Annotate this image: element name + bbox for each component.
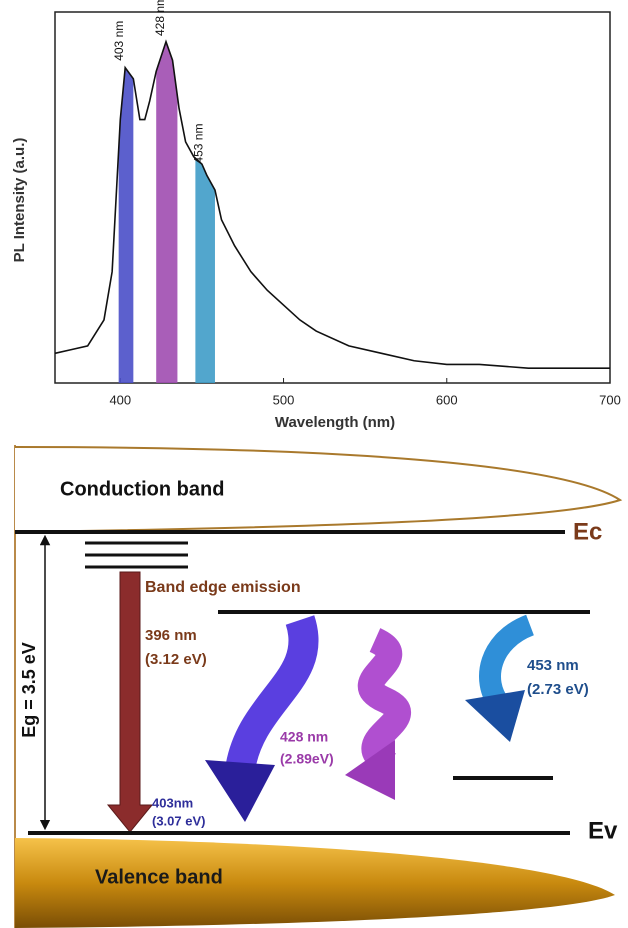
conduction-band-label: Conduction band <box>60 478 224 500</box>
conduction-band-shape <box>14 446 623 533</box>
x-tick-label: 400 <box>109 392 131 407</box>
valence-band-shape <box>15 838 615 928</box>
emission-nm: 428 nm <box>280 729 328 745</box>
arrow-head <box>345 740 395 800</box>
emission-band <box>195 158 215 383</box>
band-label: 403 nm <box>112 21 126 61</box>
x-axis-label: Wavelength (nm) <box>275 414 395 431</box>
chart: 400 500 600 700 403 nm 428 nm 453 nm <box>54 0 621 407</box>
emission-ev: (3.12 eV) <box>145 651 207 668</box>
arrow-head <box>465 690 525 742</box>
band-label: 428 nm <box>153 0 167 36</box>
arrow-head <box>205 760 275 822</box>
emission-ev: (3.07 eV) <box>152 813 205 828</box>
band-edge-arrow <box>106 571 154 833</box>
emission-band <box>156 43 178 383</box>
emission-nm: 403nm <box>152 795 193 810</box>
emission-ev: (2.89eV) <box>280 751 334 767</box>
band-label: 453 nm <box>191 124 205 164</box>
ev-label: Ev <box>588 817 618 844</box>
emission-arrow <box>225 615 319 773</box>
plot-frame <box>54 11 611 384</box>
x-tick-label: 600 <box>436 392 458 407</box>
emission-band <box>118 68 134 383</box>
emission-ev: (2.73 eV) <box>527 681 589 698</box>
emission-nm: 453 nm <box>527 657 579 674</box>
emission-arrow <box>357 628 411 777</box>
emission-nm: 396 nm <box>145 627 197 644</box>
line <box>54 39 610 369</box>
band-diagram: Conduction band Ec Eg = 3.5 eV Band edge… <box>14 445 623 928</box>
x-tick-label: 700 <box>599 392 621 407</box>
valence-band-label: Valence band <box>95 866 223 888</box>
x-tick-label: 500 <box>273 392 295 407</box>
eg-label: Eg = 3.5 eV <box>19 642 39 738</box>
ec-label: Ec <box>573 518 602 545</box>
y-axis-label: PL Intensity (a.u.) <box>11 138 28 263</box>
band-edge-label: Band edge emission <box>145 579 301 596</box>
